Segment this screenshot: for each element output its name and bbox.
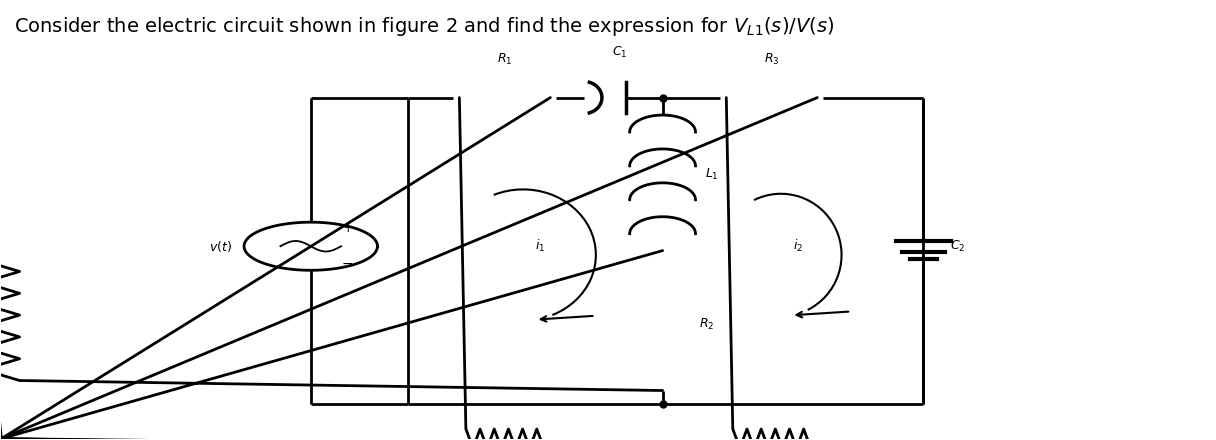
Text: $C_1$: $C_1$: [613, 45, 627, 60]
Text: Consider the electric circuit shown in figure 2 and find the expression for $V_{: Consider the electric circuit shown in f…: [13, 15, 834, 37]
Text: $L_1$: $L_1$: [705, 167, 719, 182]
Text: +: +: [342, 222, 353, 235]
Text: $R_3$: $R_3$: [764, 52, 779, 67]
Text: $i_1$: $i_1$: [535, 238, 546, 254]
Text: $C_2$: $C_2$: [950, 238, 966, 254]
Text: −: −: [342, 257, 354, 271]
Text: $v(t)$: $v(t)$: [209, 239, 232, 254]
Text: $R_2$: $R_2$: [699, 317, 714, 333]
Text: $R_1$: $R_1$: [497, 52, 513, 67]
Text: $i_2$: $i_2$: [793, 238, 803, 254]
